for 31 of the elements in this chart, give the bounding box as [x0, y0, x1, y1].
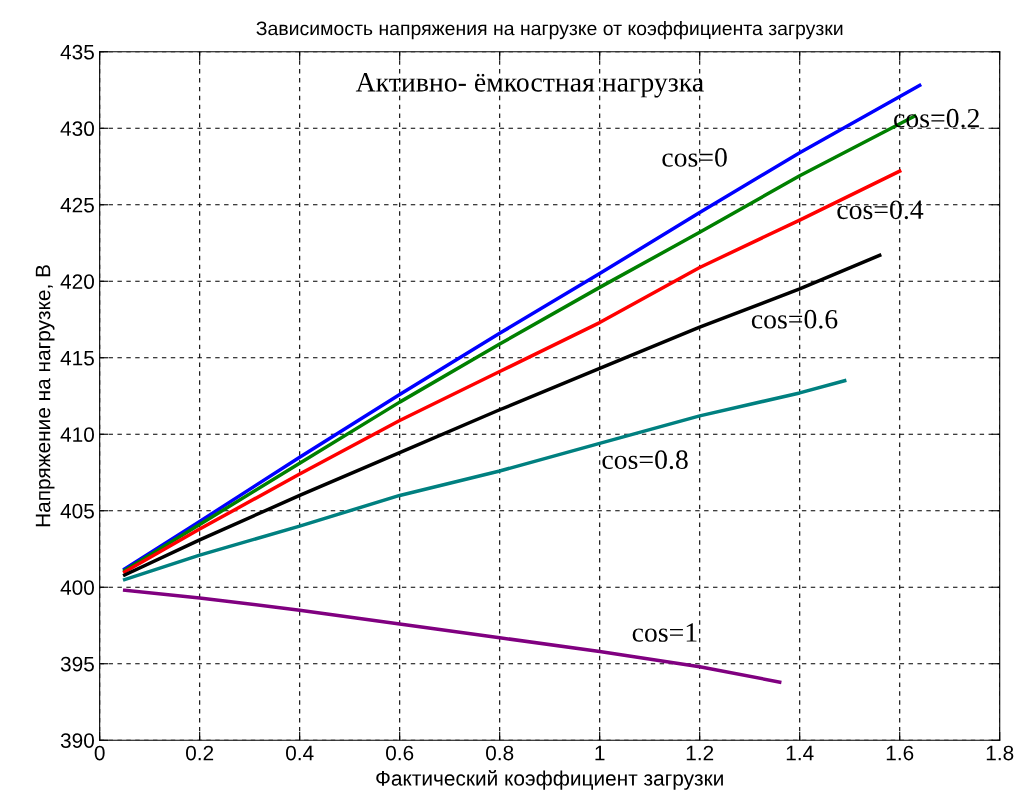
- x-tick-label: 0.2: [186, 745, 214, 761]
- x-tick-label: 0: [94, 745, 105, 761]
- chart-title: Зависимость напряжения на нагрузке от коэффициента загрузки: [256, 21, 843, 40]
- y-tick-label: 395: [60, 656, 94, 672]
- annotation: cos=0: [662, 148, 727, 167]
- x-tick-label: 1: [595, 745, 605, 761]
- annotation: cos=1: [632, 623, 697, 642]
- y-tick-label: 390: [60, 733, 94, 748]
- x-tick-label: 0.8: [486, 745, 514, 761]
- y-tick-label: 430: [60, 121, 94, 137]
- x-tick-label: 0.6: [386, 745, 414, 761]
- annotation: Активно- ёмкостная нагрузка: [355, 73, 704, 98]
- x-tick-label: 1.6: [886, 745, 914, 761]
- line-series: [122, 378, 847, 582]
- x-tick-label: 1.2: [686, 745, 714, 761]
- annotation: cos=0.6: [751, 309, 838, 329]
- line-series: [122, 588, 782, 684]
- x-tick-label: 1.4: [786, 745, 814, 761]
- x-axis-title: Фактический коэффициент загрузки: [376, 770, 723, 790]
- y-tick-label: 435: [60, 44, 94, 60]
- y-tick-label: 420: [60, 274, 94, 290]
- y-axis-title: Напряжение на нагрузке, В: [35, 265, 55, 527]
- x-tick-label: 1.8: [986, 745, 1014, 761]
- y-tick-label: 400: [60, 580, 94, 595]
- y-tick-label: 410: [60, 427, 94, 443]
- y-tick-label: 415: [60, 350, 94, 366]
- y-tick-label: 425: [60, 197, 94, 213]
- annotation: cos=0.4: [837, 200, 924, 220]
- x-tick-label: 0.4: [286, 745, 314, 761]
- y-tick-label: 405: [60, 503, 94, 519]
- annotation: cos=0.8: [602, 450, 688, 470]
